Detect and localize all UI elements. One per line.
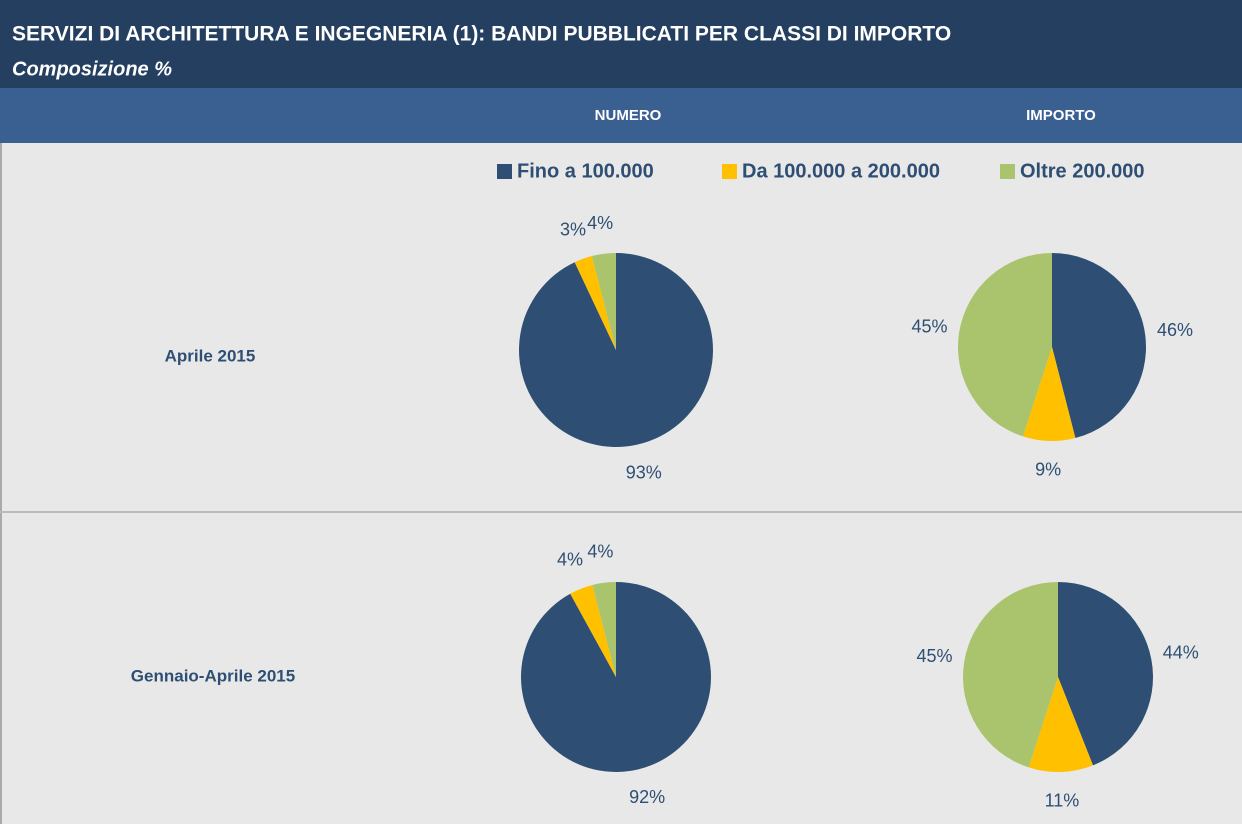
pie-slice bbox=[963, 582, 1058, 768]
legend-label: Fino a 100.000 bbox=[517, 160, 654, 182]
data-label: 46% bbox=[1157, 320, 1193, 340]
subtitle: Composizione % bbox=[12, 58, 172, 80]
pie-slice bbox=[592, 582, 616, 677]
pie-slice bbox=[570, 584, 616, 677]
data-label: 45% bbox=[917, 646, 953, 666]
pie-slice bbox=[958, 252, 1052, 437]
pie-slice bbox=[591, 253, 616, 350]
header-bar bbox=[0, 88, 1242, 143]
data-label: 45% bbox=[912, 316, 948, 336]
pie-slice bbox=[1052, 253, 1146, 439]
title-bar bbox=[0, 0, 1242, 88]
legend-swatch bbox=[497, 164, 512, 179]
pie-slice bbox=[1058, 582, 1154, 766]
title: SERVIZI DI ARCHITETTURA E INGEGNERIA (1)… bbox=[12, 23, 951, 46]
pie-slice bbox=[1028, 677, 1093, 772]
legend-label: Oltre 200.000 bbox=[1020, 160, 1145, 182]
data-label: 4% bbox=[587, 542, 613, 562]
data-label: 92% bbox=[629, 787, 665, 807]
pie-slice bbox=[1022, 347, 1076, 441]
legend-swatch bbox=[722, 164, 737, 179]
column-header: NUMERO bbox=[595, 107, 662, 124]
data-label: 44% bbox=[1163, 642, 1199, 662]
data-label: 93% bbox=[626, 463, 662, 483]
data-label: 9% bbox=[1035, 460, 1061, 480]
row-label: Aprile 2015 bbox=[165, 346, 256, 365]
column-header: IMPORTO bbox=[1026, 107, 1096, 124]
data-label: 3% bbox=[560, 219, 586, 239]
data-label: 11% bbox=[1045, 791, 1080, 811]
legend-label: Da 100.000 a 200.000 bbox=[742, 160, 940, 182]
data-label: 4% bbox=[557, 550, 583, 570]
pie-slice bbox=[520, 582, 711, 772]
data-label: 4% bbox=[587, 213, 613, 233]
row-label: Gennaio-Aprile 2015 bbox=[131, 666, 295, 685]
pie-slice bbox=[574, 256, 616, 350]
legend-swatch bbox=[1000, 164, 1015, 179]
